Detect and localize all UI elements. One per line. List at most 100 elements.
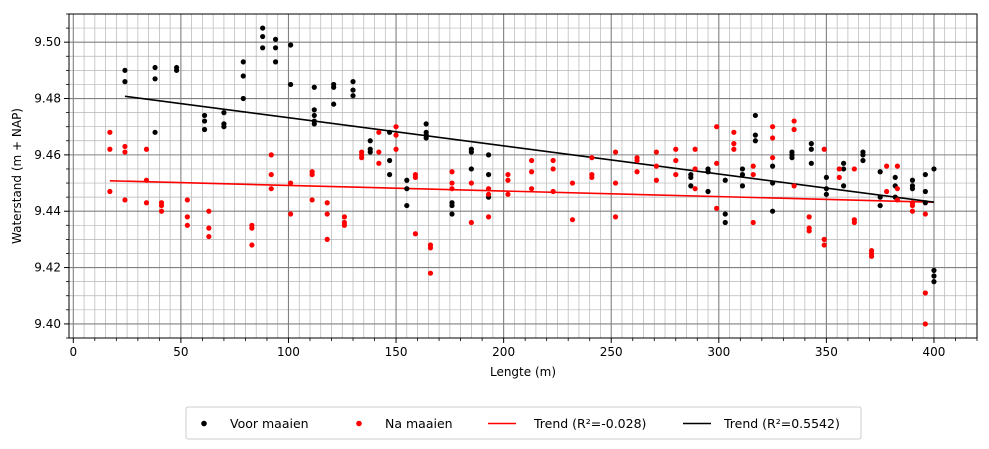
data-point [529,157,535,164]
trend-line [109,179,934,204]
data-point [806,214,812,220]
data-point [143,177,150,183]
data-point [268,186,274,192]
data-point [569,217,576,223]
data-point [359,155,365,161]
data-point [836,166,842,172]
data-point [485,186,492,192]
data-point [529,169,535,175]
data-point [249,225,255,231]
data-point [158,202,165,209]
legend-label-trend-red: Trend (R²=-0.028) [533,416,646,431]
legend-label-na-maaien: Na maaien [385,416,453,431]
data-point [152,129,158,135]
data-point [653,177,660,183]
data-point [808,160,814,166]
x-tick-label: 0 [69,345,77,359]
data-point [550,166,556,172]
data-point [107,188,113,195]
data-point [836,174,842,181]
legend-label-voor-maaien: Voor maaien [230,416,309,431]
data-point [268,152,274,158]
data-point [922,200,928,206]
data-point [860,157,866,164]
data-point [529,186,535,192]
data-point [272,36,279,42]
data-point [860,152,866,158]
data-point [331,101,337,107]
data-point [634,157,640,164]
data-point [122,197,128,203]
data-point [769,163,776,169]
data-point [449,211,455,217]
y-tick-label: 9.40 [34,317,61,331]
data-point [909,202,916,209]
legend-label-trend-black: Trend (R²=0.5542) [723,416,840,431]
data-point [714,205,720,211]
data-point [331,84,337,90]
data-point [752,112,758,119]
data-point [201,112,208,119]
data-point [311,121,317,127]
data-point [309,171,315,178]
data-point [221,124,227,130]
data-point [288,42,294,48]
data-point [386,157,393,164]
x-axis-label: Lengte (m) [490,365,556,379]
data-point [309,197,315,203]
data-point [260,25,266,31]
data-point [931,267,937,273]
data-point [714,124,720,130]
data-point [206,233,212,240]
data-point [376,149,382,155]
data-point [612,149,619,155]
x-tick-label: 400 [923,345,946,359]
x-tick-label: 150 [385,345,408,359]
data-point [412,174,419,181]
data-point [341,214,348,220]
data-point [823,191,829,197]
data-point [589,155,595,161]
data-point [769,135,776,141]
data-point [485,214,492,220]
data-point [806,228,812,234]
data-point [692,146,698,152]
data-point [791,183,797,189]
data-point [688,183,694,189]
data-point [909,208,916,214]
data-point [868,253,875,259]
data-point [505,171,511,178]
data-point [152,76,158,82]
x-axis: 0 50 100 150 200 250 300 350 400 [69,338,978,359]
data-point [550,157,556,164]
data-point [505,191,511,197]
data-point [260,45,266,51]
data-point [324,200,330,206]
data-point [692,166,698,172]
x-tick-label: 200 [492,345,515,359]
data-point [931,273,937,279]
data-point [714,160,720,166]
data-point [731,129,737,135]
data-point [789,155,795,161]
data-point [922,188,928,195]
legend-marker-voor-maaien [201,420,207,427]
data-point [158,208,165,214]
data-point [485,152,492,158]
data-point [931,166,937,172]
trend-lines [109,95,935,204]
data-point [922,290,928,296]
y-tick-label: 9.48 [34,92,61,106]
data-point [722,219,728,226]
data-point [840,160,847,166]
data-point [750,219,756,226]
data-point [752,132,758,138]
data-point [739,183,746,189]
data-point [750,171,756,178]
data-point [922,171,928,178]
data-point [922,321,928,327]
data-point [449,202,455,209]
data-point [673,171,679,178]
